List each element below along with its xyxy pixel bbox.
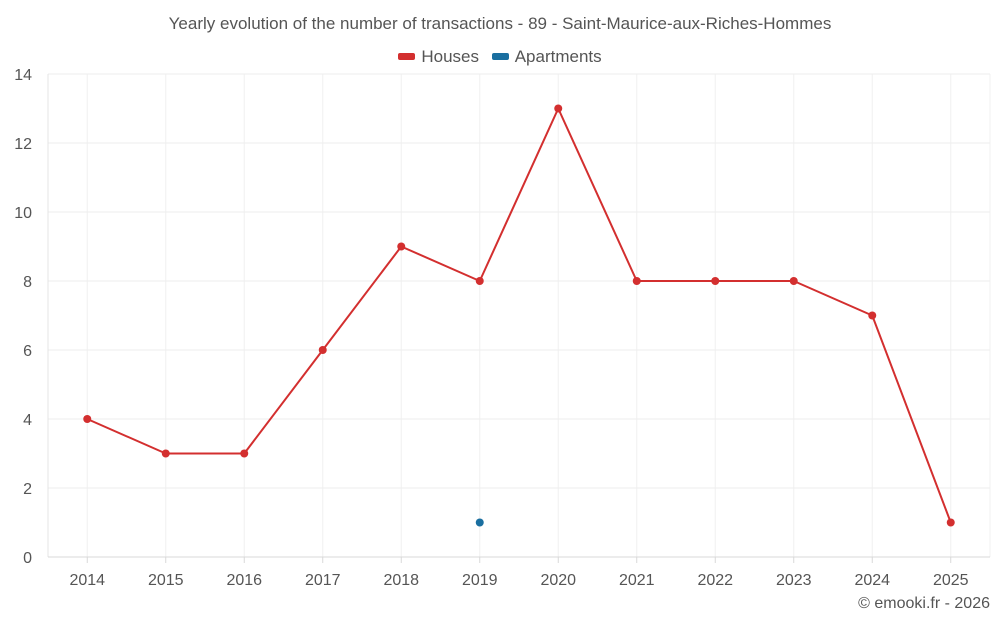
legend-label-apartments: Apartments xyxy=(514,46,602,66)
data-point-houses xyxy=(83,415,92,423)
x-tick-label: 2021 xyxy=(619,572,655,589)
data-point-apartments xyxy=(475,518,484,527)
data-point-houses xyxy=(632,277,641,285)
data-point-houses xyxy=(868,311,877,320)
y-tick-label: 14 xyxy=(14,67,32,84)
credit-text: © emooki.fr - 2026 xyxy=(858,595,990,612)
x-tick-label: 2019 xyxy=(462,572,498,589)
y-tick-label: 0 xyxy=(23,550,32,567)
x-tick-label: 2022 xyxy=(697,572,733,589)
y-tick-label: 4 xyxy=(23,412,32,429)
y-tick-label: 2 xyxy=(23,481,32,498)
x-tick-label: 2024 xyxy=(854,572,890,589)
x-tick-label: 2025 xyxy=(933,572,969,589)
data-point-houses xyxy=(711,277,720,285)
y-tick-label: 10 xyxy=(14,205,32,222)
chart-title: Yearly evolution of the number of transa… xyxy=(168,14,832,33)
y-tick-label: 6 xyxy=(23,343,32,360)
data-point-houses xyxy=(789,277,798,285)
x-tick-label: 2020 xyxy=(540,572,576,589)
series-line-houses xyxy=(86,107,952,523)
legend-label-houses: Houses xyxy=(421,46,479,66)
x-tick-label: 2017 xyxy=(305,572,341,589)
x-tick-label: 2016 xyxy=(226,572,262,589)
x-tick-label: 2015 xyxy=(148,572,184,589)
x-tick-label: 2014 xyxy=(69,572,105,589)
y-tick-label: 12 xyxy=(14,136,32,153)
legend: Houses Apartments xyxy=(0,45,1000,67)
data-point-houses xyxy=(318,346,327,354)
data-point-houses xyxy=(161,449,170,458)
data-point-houses xyxy=(475,277,484,285)
y-tick-label: 8 xyxy=(23,274,32,291)
data-point-houses xyxy=(240,449,249,458)
data-point-houses xyxy=(554,104,563,113)
legend-item-apartments[interactable]: Apartments xyxy=(491,46,602,67)
data-point-houses xyxy=(946,518,955,527)
data-point-houses xyxy=(397,242,406,251)
legend-item-houses[interactable]: Houses xyxy=(398,47,479,67)
legend-swatch-apartments xyxy=(491,53,509,60)
legend-swatch-houses xyxy=(398,53,416,60)
x-tick-label: 2023 xyxy=(776,572,812,589)
x-tick-label: 2018 xyxy=(383,572,419,589)
